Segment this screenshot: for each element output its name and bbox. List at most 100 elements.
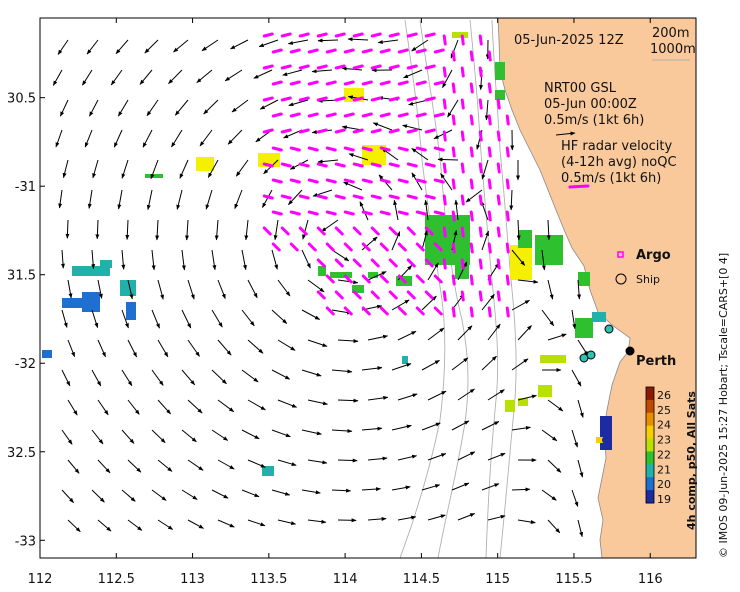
model-current-arrow bbox=[150, 159, 159, 180]
hf-radar-arrow bbox=[289, 112, 301, 118]
hf-radar-arrow bbox=[505, 242, 510, 254]
model-current-arrow bbox=[271, 489, 291, 496]
hf-radar-arrow bbox=[496, 194, 501, 206]
model-current-arrow bbox=[377, 39, 399, 44]
sst-patch bbox=[575, 318, 593, 338]
model-current-arrow bbox=[511, 358, 529, 371]
model-current-arrow bbox=[577, 339, 589, 357]
sst-patch bbox=[540, 355, 566, 363]
hf-radar-arrow bbox=[505, 274, 510, 286]
hf-radar-arrow bbox=[289, 178, 301, 184]
model-current-arrow bbox=[157, 519, 174, 530]
model-current-arrow bbox=[61, 429, 73, 445]
model-current-arrow bbox=[511, 487, 531, 492]
model-current-arrow bbox=[127, 519, 143, 531]
model-current-arrow bbox=[247, 519, 266, 527]
model-current-arrow bbox=[97, 459, 111, 474]
hf-radar-arrow bbox=[442, 258, 447, 270]
model-current-arrow bbox=[317, 98, 339, 103]
hf-radar-arrow bbox=[370, 226, 380, 236]
hf-radar-arrow bbox=[334, 128, 346, 134]
depth-200-label: 200m bbox=[652, 26, 689, 41]
hf-radar-arrow bbox=[415, 306, 425, 316]
model-current-arrow bbox=[282, 69, 303, 76]
model-current-arrow bbox=[271, 309, 288, 324]
model-current-arrow bbox=[511, 299, 530, 311]
colorbar-segment bbox=[646, 451, 654, 465]
x-tick-label: 112.5 bbox=[98, 572, 135, 587]
model-current-arrow bbox=[481, 355, 497, 371]
model-current-arrow bbox=[571, 429, 578, 448]
hf-radar-arrow bbox=[280, 64, 292, 70]
hf-radar-arrow bbox=[397, 274, 407, 284]
sst-patch bbox=[72, 266, 110, 276]
hf-radar-arrow bbox=[496, 98, 501, 110]
hf-radar-arrow bbox=[460, 194, 465, 206]
hf-radar-arrow bbox=[352, 96, 364, 102]
model-current-arrow bbox=[421, 359, 440, 371]
hf-radar-arrow bbox=[388, 32, 400, 38]
model-current-arrow bbox=[230, 39, 249, 50]
hf-radar-arrow bbox=[406, 258, 416, 268]
model-current-arrow bbox=[97, 399, 109, 416]
model-current-arrow bbox=[110, 69, 123, 86]
sst-patch bbox=[505, 400, 515, 412]
model-current-arrow bbox=[97, 279, 103, 299]
model-current-arrow bbox=[367, 271, 387, 281]
hf-radar-arrow bbox=[379, 274, 389, 284]
model-current-arrow bbox=[307, 339, 328, 347]
hf-radar-arrow bbox=[469, 210, 474, 222]
model-current-arrow bbox=[301, 369, 322, 377]
hf-radar-arrow bbox=[262, 194, 274, 200]
hf-radar-arrow bbox=[415, 146, 427, 152]
hf-radar-arrow bbox=[370, 96, 382, 102]
model-current-arrow bbox=[277, 339, 296, 351]
model-current-arrow bbox=[321, 219, 339, 232]
model-current-arrow bbox=[547, 399, 564, 412]
model-current-arrow bbox=[457, 325, 473, 341]
hf-radar-arrow bbox=[424, 290, 434, 300]
hf-radar-arrow bbox=[343, 48, 355, 54]
hf-radar-arrow bbox=[370, 258, 380, 268]
model-current-arrow bbox=[211, 309, 223, 328]
sst-patch bbox=[518, 230, 532, 248]
nrt-title: NRT00 GSL bbox=[544, 81, 617, 96]
model-current-arrow bbox=[211, 489, 229, 499]
model-current-arrow bbox=[447, 99, 459, 118]
hf-radar-arrow bbox=[289, 146, 301, 152]
hf-radar-arrow bbox=[424, 258, 434, 268]
hf-radar-arrow bbox=[352, 226, 362, 236]
hf-radar-arrow bbox=[262, 128, 274, 134]
hf-radar-arrow bbox=[379, 146, 391, 152]
hf-radar-arrow bbox=[469, 50, 474, 62]
model-current-arrow bbox=[484, 99, 489, 121]
model-current-arrow bbox=[91, 429, 104, 445]
hf-radar-arrow bbox=[478, 66, 483, 78]
model-current-arrow bbox=[144, 39, 159, 54]
model-current-arrow bbox=[241, 369, 259, 383]
sst-patch bbox=[145, 174, 163, 178]
hf-radar-arrow bbox=[415, 210, 427, 216]
hf-radar-arrow bbox=[379, 178, 391, 184]
hf-radar-arrow bbox=[478, 290, 483, 302]
hf-radar-arrow bbox=[289, 48, 301, 54]
model-current-arrow bbox=[247, 339, 264, 354]
hf-scale: 0.5m/s (1kt 6h) bbox=[561, 171, 661, 186]
model-current-arrow bbox=[241, 249, 247, 271]
model-current-arrow bbox=[52, 69, 63, 86]
hf-radar-arrow bbox=[325, 242, 335, 252]
hf-radar-arrow bbox=[406, 128, 418, 134]
model-current-arrow bbox=[113, 129, 123, 148]
sst-patch bbox=[518, 398, 528, 406]
hf-radar-arrow bbox=[406, 96, 418, 102]
model-current-arrow bbox=[421, 422, 441, 431]
model-current-arrow bbox=[97, 519, 112, 532]
x-tick-label: 116 bbox=[638, 572, 663, 587]
hf-radar-arrow bbox=[487, 114, 492, 126]
model-current-arrow bbox=[127, 459, 142, 473]
hf-radar-arrow bbox=[469, 114, 474, 126]
hf-radar-arrow bbox=[451, 114, 456, 126]
model-current-arrow bbox=[157, 459, 173, 472]
hf-radar-arrow bbox=[307, 146, 319, 152]
hf-radar-arrow bbox=[298, 96, 310, 102]
